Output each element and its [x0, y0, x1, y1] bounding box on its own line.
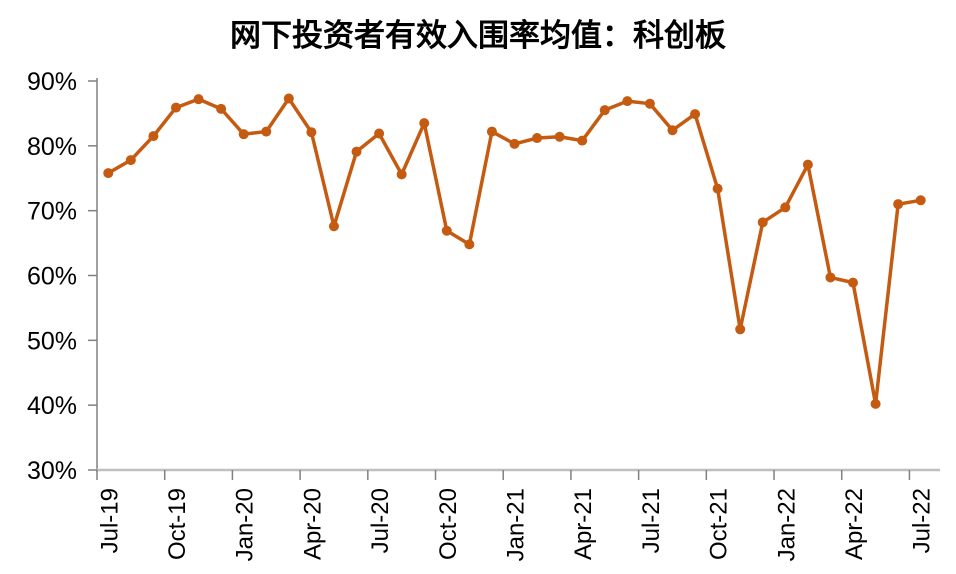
data-point-marker — [283, 93, 294, 104]
data-point-marker — [125, 155, 136, 166]
x-tick-label: Jul-22 — [909, 488, 936, 553]
data-point-marker — [464, 239, 475, 250]
y-tick-label: 50% — [27, 327, 77, 355]
x-tick-label: Jan-21 — [503, 488, 530, 561]
x-tick-label: Oct-20 — [435, 488, 462, 560]
data-point-marker — [148, 131, 159, 142]
y-tick-label: 30% — [27, 457, 77, 485]
data-point-marker — [622, 96, 633, 107]
data-point-marker — [441, 225, 452, 236]
x-tick-label: Jan-20 — [232, 488, 259, 561]
x-tick-label: Jul-21 — [638, 488, 665, 553]
y-tick-label: 90% — [27, 68, 77, 96]
chart-title: 网下投资者有效入围率均值：科创板 — [230, 18, 726, 53]
x-tick-label: Jul-19 — [96, 488, 123, 553]
data-point-marker — [328, 221, 339, 232]
data-point-marker — [554, 131, 565, 142]
data-point-marker — [893, 199, 904, 210]
data-point-marker — [486, 126, 497, 137]
data-point-marker — [735, 324, 746, 335]
data-point-marker — [644, 98, 655, 109]
data-point-marker — [667, 125, 678, 136]
data-point-marker — [509, 138, 520, 149]
y-tick-label: 60% — [27, 263, 77, 291]
data-point-marker — [193, 94, 204, 105]
data-point-marker — [577, 135, 588, 146]
y-tick-label: 80% — [27, 133, 77, 161]
data-point-marker — [261, 126, 272, 137]
data-point-marker — [690, 109, 701, 120]
data-point-marker — [712, 183, 723, 194]
data-point-marker — [103, 168, 114, 179]
data-point-marker — [396, 169, 407, 180]
data-point-marker — [374, 128, 385, 139]
x-tick-label: Oct-21 — [706, 488, 733, 560]
x-tick-label: Jul-20 — [367, 488, 394, 553]
x-tick-label: Oct-19 — [164, 488, 191, 560]
data-point-marker — [825, 272, 836, 283]
data-point-marker — [170, 102, 181, 113]
data-point-marker — [915, 195, 926, 206]
x-tick-label: Apr-22 — [841, 488, 868, 560]
data-point-marker — [757, 217, 768, 228]
data-point-marker — [532, 133, 543, 144]
x-tick-label: Apr-21 — [570, 488, 597, 560]
data-point-marker — [216, 103, 227, 114]
x-tick-label: Apr-20 — [299, 488, 326, 560]
data-point-marker — [599, 105, 610, 116]
data-point-marker — [802, 159, 813, 170]
data-point-marker — [351, 146, 362, 157]
x-tick-label: Jan-22 — [773, 488, 800, 561]
data-point-marker — [780, 202, 791, 213]
data-point-marker — [848, 277, 859, 288]
data-point-marker — [419, 118, 430, 129]
data-point-marker — [870, 398, 881, 409]
data-point-marker — [238, 129, 249, 140]
data-point-marker — [306, 127, 317, 138]
y-tick-label: 40% — [27, 392, 77, 420]
y-tick-label: 70% — [27, 198, 77, 226]
